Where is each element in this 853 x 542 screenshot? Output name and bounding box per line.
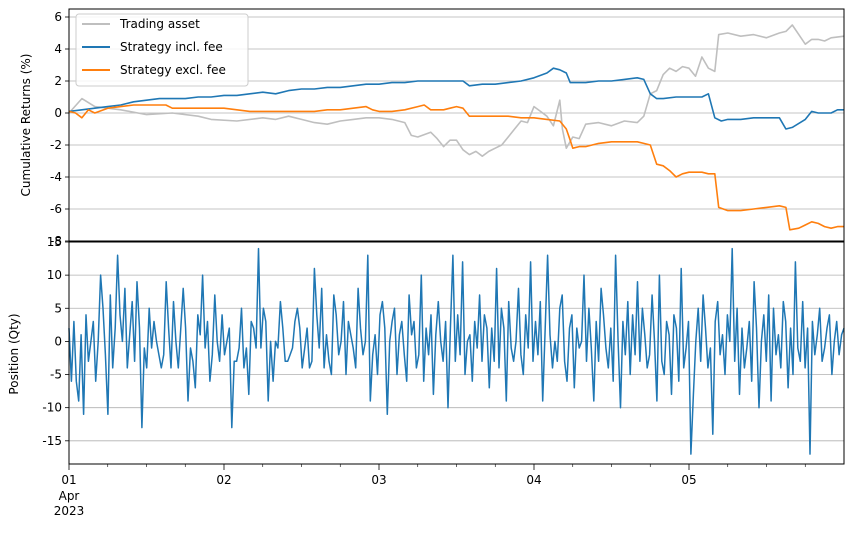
position-x-tick-sublabel: Apr bbox=[59, 489, 80, 503]
legend-box bbox=[75, 13, 249, 87]
returns-y-tick-label: -4 bbox=[50, 170, 62, 184]
returns-y-tick-label: -2 bbox=[50, 138, 62, 152]
legend-entry-strategy-excl-fee: Strategy excl. fee bbox=[82, 63, 226, 77]
returns-y-tick-label: 6 bbox=[54, 10, 62, 24]
series-line-position bbox=[68, 247, 845, 455]
position-plot-frame bbox=[68, 241, 845, 465]
series-line-strategy-incl-fee bbox=[68, 67, 844, 130]
position-y-tick-label: 5 bbox=[54, 301, 62, 315]
legend-label-trading-asset: Trading asset bbox=[119, 17, 200, 31]
position-y-tick-label: 15 bbox=[47, 235, 62, 249]
series-line-strategy-excl-fee bbox=[68, 104, 844, 231]
position-lines bbox=[68, 247, 845, 455]
position-x-tick-label: 04 bbox=[526, 473, 541, 487]
position-y-ticks: -15 -10 -5 0 5 10 15 bbox=[42, 235, 69, 448]
returns-y-ticks: -8 -6 -4 -2 0 2 4 6 bbox=[50, 10, 69, 248]
returns-y-tick-label: -8 bbox=[50, 234, 62, 248]
position-x-tick-label: 01 bbox=[61, 473, 76, 487]
position-x-tick-label: 05 bbox=[681, 473, 696, 487]
position-y-tick-label: -5 bbox=[50, 368, 62, 382]
position-y-axis-label: Position (Qty) bbox=[7, 313, 21, 394]
returns-y-tick-label: -6 bbox=[50, 202, 62, 216]
series-line-trading-asset bbox=[68, 24, 845, 157]
returns-y-tick-label: 4 bbox=[54, 42, 62, 56]
returns-y-tick-label: 0 bbox=[54, 106, 62, 120]
legend-entry-trading-asset: Trading asset bbox=[82, 17, 200, 31]
legend-entry-strategy-incl-fee: Strategy incl. fee bbox=[82, 40, 223, 54]
legend-label-strategy-incl-fee: Strategy incl. fee bbox=[120, 40, 223, 54]
position-y-tick-label: -15 bbox=[42, 434, 62, 448]
returns-y-tick-label: 2 bbox=[54, 74, 62, 88]
position-x-tick-label: 02 bbox=[216, 473, 231, 487]
returns-lines bbox=[68, 24, 845, 231]
position-y-tick-label: 10 bbox=[47, 268, 62, 282]
legend-label-strategy-excl-fee: Strategy excl. fee bbox=[120, 63, 226, 77]
position-x-tick-sublabel: 2023 bbox=[54, 504, 85, 518]
legend: Trading asset Strategy incl. fee Strateg… bbox=[75, 13, 249, 87]
position-y-tick-label: 0 bbox=[54, 334, 62, 348]
returns-y-axis-label: Cumulative Returns (%) bbox=[19, 54, 33, 197]
position-y-tick-label: -10 bbox=[42, 401, 62, 415]
returns-plot-frame bbox=[68, 8, 845, 242]
position-x-tick-label: 03 bbox=[371, 473, 386, 487]
